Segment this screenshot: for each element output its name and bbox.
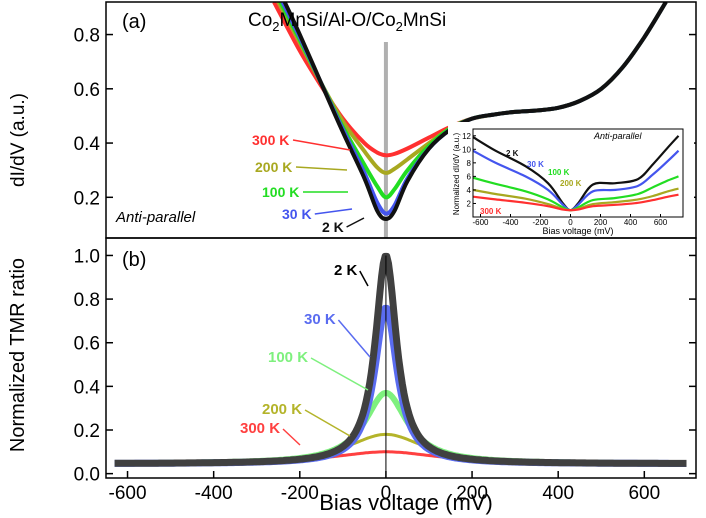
series-label-a: 30 K: [282, 206, 312, 222]
inset-curves: [473, 135, 680, 212]
panel-label-b: (b): [122, 249, 146, 271]
tmr-line-200k: [114, 432, 687, 465]
x-tick-label-b: 600: [628, 483, 660, 504]
series-label-leader-a: [292, 139, 351, 151]
y-tick-label-b: 0.6: [74, 334, 100, 355]
inset-series-line-300k: [473, 193, 679, 212]
series-label-leader-a: [314, 208, 353, 215]
inset-series-label: 200 K: [560, 179, 582, 188]
inset-x-tick-label: 600: [654, 218, 668, 227]
inset-y-tick-label: 8: [467, 159, 472, 168]
y-tick-label-a: 0.2: [74, 188, 100, 209]
inset-y-tick-label: 2: [467, 199, 472, 208]
panel-label-a: (a): [122, 11, 146, 33]
series-label-a: 100 K: [262, 184, 299, 200]
inset-x-tick-label: -400: [502, 218, 519, 227]
inset-x-tick-label: -600: [472, 218, 489, 227]
series-label-leader-b: [310, 357, 369, 391]
series-label-b: 200 K: [262, 401, 302, 418]
series-label-leader-b: [304, 409, 351, 437]
y-tick-label-b: 0.2: [74, 421, 100, 442]
inset-y-tick-label: 12: [462, 132, 471, 141]
chart-title: Co2MnSi/Al-O/Co2MnSi: [248, 10, 446, 34]
y-tick-label-b: 0.4: [74, 377, 101, 398]
series-label-leader-b: [337, 319, 371, 358]
inset-series-line-30k: [473, 149, 680, 212]
inset-series-line-100k: [473, 175, 679, 212]
inset-x-tick-label: 400: [624, 218, 638, 227]
title-part: MnSi: [403, 10, 446, 31]
title-part: MnSi/Al-O/Co: [280, 10, 396, 31]
tmr-line-2k: [112, 252, 689, 467]
inset-series-label: 100 K: [548, 168, 570, 177]
title-subscript: 2: [396, 19, 403, 34]
inset-x-tick-label: -200: [532, 218, 549, 227]
inset-y-tick-label: 10: [462, 145, 471, 154]
y-axis-label-a: dI/dV (a.u.): [8, 93, 29, 187]
x-tick-label-b: -200: [281, 483, 319, 504]
panel-b-frame: [105, 237, 697, 479]
inset-y-tick-label: 4: [467, 186, 472, 195]
y-tick-label-b: 1.0: [74, 246, 100, 267]
annotation-anti-parallel: Anti-parallel: [115, 209, 196, 226]
inset-x-axis-label: Bias voltage (mV): [542, 226, 613, 236]
panel-b: 0.0 0.2 0.4 0.6 0.8 1.0 -600 -400 -200 0 200 400 600…: [7, 237, 697, 515]
y-axis-label-b: Normalized TMR ratio: [7, 258, 29, 452]
series-label-b: 300 K: [240, 420, 280, 437]
x-tick-label-b: -600: [109, 483, 147, 504]
inset-y-tick-label: 6: [467, 172, 472, 181]
y-tick-label-a: 0.8: [74, 26, 100, 47]
series-label-a: 300 K: [252, 132, 289, 148]
inset-annotation: Anti-parallel: [593, 131, 643, 141]
series-label-leader-b: [282, 428, 301, 446]
panel-b-curves: [112, 252, 689, 467]
y-tick-label-b: 0.8: [74, 290, 100, 311]
series-label-b: 100 K: [268, 349, 308, 366]
title-subscript: 2: [272, 19, 279, 34]
inset-series-label: 300 K: [480, 207, 502, 216]
inset-x-tick-label: 200: [594, 218, 608, 227]
x-axis-label: Bias voltage (mV): [319, 490, 493, 515]
y-tick-label-b: 0.0: [74, 465, 100, 486]
series-label-a: 2 K: [322, 219, 344, 235]
title-part: Co: [248, 10, 272, 31]
series-label-leader-b: [359, 270, 369, 287]
y-tick-label-a: 0.4: [74, 134, 101, 155]
y-tick-label-a: 0.6: [74, 80, 100, 101]
x-tick-label-b: 200: [456, 483, 488, 504]
inset-y-axis-label: Normalized dI/dV (a.u.): [452, 133, 461, 216]
series-label-leader-a: [346, 217, 365, 228]
x-tick-label-b: -400: [195, 483, 233, 504]
inset-series-label: 30 K: [527, 160, 544, 169]
inset-frame: [472, 128, 684, 218]
series-label-b: 30 K: [304, 311, 336, 328]
inset-panel: -600 -400 -200 0 200 400 600 2 4 6 8 10 12Normalized…: [448, 122, 694, 236]
series-label-b: 2 K: [334, 262, 358, 279]
series-label-a: 200 K: [255, 159, 292, 175]
inset-x-tick-label: 0: [568, 218, 573, 227]
series-label-leader-a: [295, 166, 348, 171]
x-tick-label-b: 400: [542, 483, 574, 504]
x-tick-label-b: 0: [381, 483, 392, 504]
inset-series-label: 2 K: [506, 149, 519, 158]
